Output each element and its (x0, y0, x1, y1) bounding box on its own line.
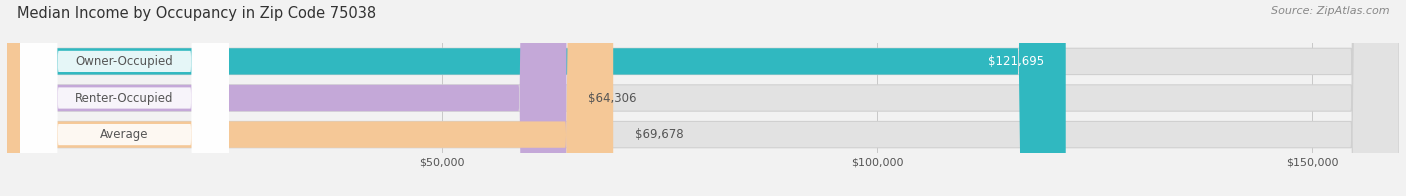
Text: $121,695: $121,695 (988, 55, 1045, 68)
FancyBboxPatch shape (20, 0, 229, 196)
Text: $64,306: $64,306 (588, 92, 637, 104)
FancyBboxPatch shape (7, 0, 613, 196)
Text: Owner-Occupied: Owner-Occupied (76, 55, 173, 68)
Text: $69,678: $69,678 (636, 128, 683, 141)
Text: Average: Average (100, 128, 149, 141)
FancyBboxPatch shape (7, 0, 1399, 196)
Text: Renter-Occupied: Renter-Occupied (76, 92, 174, 104)
FancyBboxPatch shape (7, 0, 1066, 196)
Text: Median Income by Occupancy in Zip Code 75038: Median Income by Occupancy in Zip Code 7… (17, 6, 375, 21)
FancyBboxPatch shape (20, 0, 229, 196)
Text: Source: ZipAtlas.com: Source: ZipAtlas.com (1271, 6, 1389, 16)
FancyBboxPatch shape (20, 0, 229, 196)
FancyBboxPatch shape (7, 0, 567, 196)
FancyBboxPatch shape (7, 0, 1399, 196)
FancyBboxPatch shape (7, 0, 1399, 196)
